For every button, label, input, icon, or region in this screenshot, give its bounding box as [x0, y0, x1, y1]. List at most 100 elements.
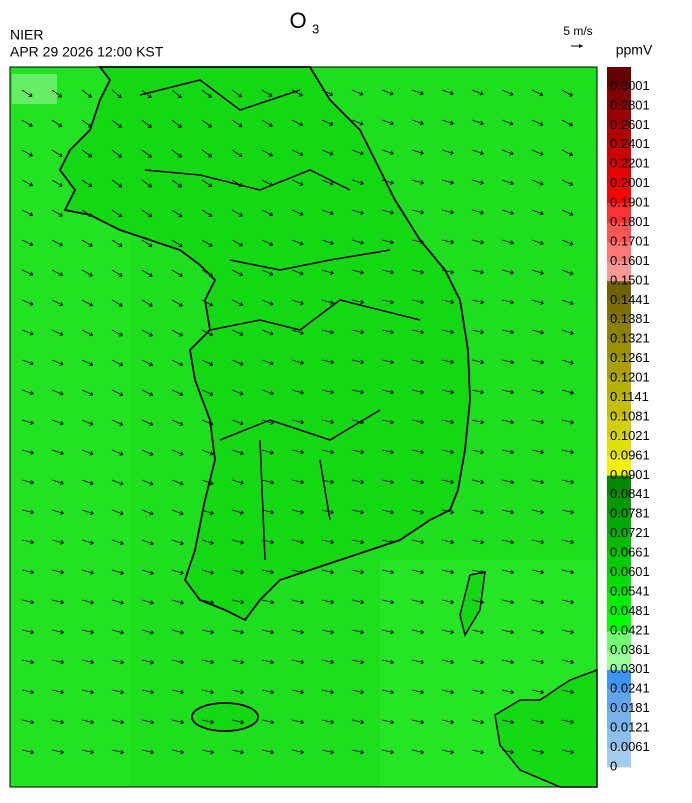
wind-arrow: [81, 149, 93, 158]
wind-arrow: [501, 569, 514, 575]
wind-arrow: [411, 269, 424, 275]
wind-arrow: [111, 119, 122, 128]
colorbar-box: [607, 669, 631, 690]
wind-arrow: [111, 659, 124, 665]
wind-arrow: [261, 749, 274, 755]
wind-arrow: [51, 479, 64, 485]
wind-arrow: [111, 89, 122, 99]
wind-arrow: [471, 179, 484, 185]
colorbar-label: 0.0721: [610, 525, 650, 540]
colorbar-box: [607, 300, 631, 321]
colorbar-label: 0.0241: [610, 681, 650, 696]
colorbar-label: 0.0361: [610, 642, 650, 657]
wind-arrow: [231, 599, 244, 605]
wind-arrow: [21, 749, 34, 755]
wind-arrow: [231, 569, 244, 575]
wind-arrow: [81, 239, 93, 247]
wind-arrow: [531, 689, 544, 695]
colorbar-label: 0.1081: [610, 408, 650, 423]
colorbar-label: 0.0301: [610, 661, 650, 676]
wind-arrow: [81, 599, 94, 605]
wind-arrow: [531, 89, 544, 97]
wind-arrow: [531, 659, 544, 665]
province-borders: [139, 79, 421, 561]
wind-arrow: [21, 479, 34, 485]
wind-arrow: [351, 89, 364, 96]
wind-arrow: [81, 689, 94, 695]
wind-arrow: [201, 239, 213, 247]
map-frame: [9, 66, 598, 788]
wind-arrow: [21, 179, 33, 187]
wind-arrow: [21, 239, 34, 247]
wind-arrow: [261, 719, 274, 725]
wind-arrow: [321, 389, 334, 395]
wind-arrow: [351, 269, 364, 275]
wind-arrow: [321, 479, 334, 485]
wind-arrow: [561, 689, 574, 695]
colorbar-box: [607, 475, 631, 496]
wind-arrow: [411, 359, 424, 365]
wind-arrow: [261, 119, 273, 127]
wind-arrow: [321, 629, 334, 635]
wind-arrow: [51, 509, 64, 515]
wind-arrow: [291, 119, 304, 127]
wind-arrow: [141, 449, 154, 456]
colorbar-label: 0.1261: [610, 350, 650, 365]
wind-arrow: [471, 629, 484, 635]
wind-arrow: [531, 629, 544, 635]
wind-arrow: [411, 749, 424, 755]
wind-arrow: [321, 119, 334, 126]
wind-arrow: [441, 149, 454, 155]
wind-arrow: [231, 629, 244, 635]
wind-arrow: [81, 419, 94, 426]
wind-arrow: [21, 299, 34, 306]
colorbar-box: [607, 650, 631, 671]
wind-arrow: [441, 269, 454, 275]
wind-arrow: [351, 719, 364, 725]
wind-arrow: [321, 509, 334, 515]
wind-arrow: [531, 419, 544, 425]
colorbar-label: 0.0421: [610, 622, 650, 637]
colorbar-box: [607, 455, 631, 476]
wind-arrow: [561, 389, 574, 395]
wind-arrow: [321, 599, 334, 605]
wind-arrow: [141, 719, 154, 725]
colorbar-label: 0.1901: [610, 195, 650, 210]
land-outline: [58, 66, 471, 622]
colorbar-label: 0.0121: [610, 720, 650, 735]
wind-arrow: [231, 419, 244, 426]
wind-arrow: [441, 659, 454, 665]
wind-arrow: [561, 299, 574, 306]
wind-arrow: [441, 569, 454, 575]
wind-arrow: [261, 179, 273, 187]
wind-arrow: [111, 449, 124, 456]
wind-arrow: [531, 509, 544, 515]
wind-arrow: [201, 509, 214, 516]
wind-arrow: [81, 749, 94, 755]
wind-arrow: [501, 479, 514, 485]
wind-arrow: [231, 749, 244, 755]
wind-arrow: [231, 479, 244, 485]
wind-arrow: [21, 629, 34, 635]
wind-arrow: [111, 719, 124, 725]
wind-arrow: [531, 449, 544, 455]
wind-arrow: [321, 359, 334, 365]
colorbar-label: 0.1021: [610, 428, 650, 443]
wind-arrow: [561, 599, 574, 605]
wind-arrow: [141, 569, 154, 576]
wind-arrow: [411, 149, 424, 155]
colorbar-unit: ppmV: [616, 42, 653, 58]
wind-arrow: [111, 479, 124, 486]
wind-arrow: [471, 449, 484, 455]
wind-arrow: [201, 119, 213, 128]
wind-arrow: [501, 269, 514, 275]
wind-arrow: [261, 539, 274, 545]
wind-arrow: [381, 659, 394, 665]
wind-arrow: [381, 749, 394, 755]
wind-arrow: [111, 629, 124, 635]
wind-arrow: [471, 149, 484, 156]
title-subscript: 3: [312, 21, 319, 36]
wind-arrow: [201, 599, 214, 605]
wind-arrow: [321, 569, 334, 575]
wind-arrow: [441, 689, 454, 695]
